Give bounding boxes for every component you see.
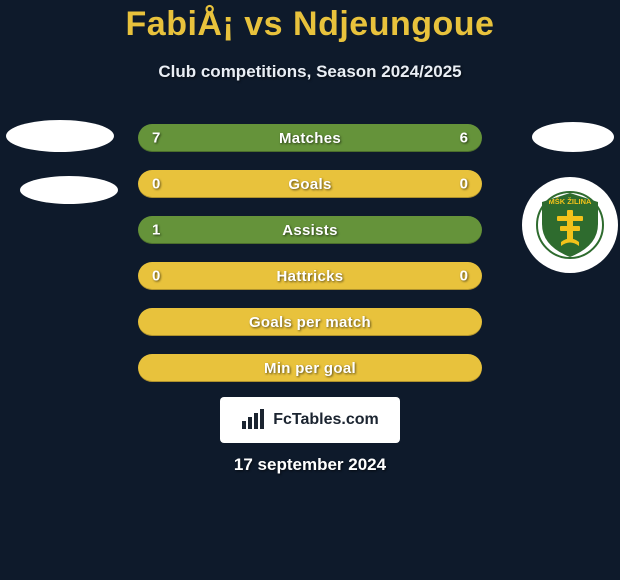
branding-box[interactable]: FcTables.com <box>220 397 400 443</box>
stat-left-matches: 7 <box>152 130 160 147</box>
stat-label-hattricks: Hattricks <box>277 268 344 285</box>
stat-left-hattricks: 0 <box>152 268 160 285</box>
stats-bars: 7 Matches 6 0 Goals 0 1 Assists 0 Hattri… <box>138 124 482 400</box>
stat-label-gpm: Goals per match <box>249 314 371 331</box>
stat-right-matches: 6 <box>460 130 468 147</box>
stat-bar-goals: 0 Goals 0 <box>138 170 482 198</box>
stat-bar-gpm: Goals per match <box>138 308 482 336</box>
player-left-badge-2 <box>20 176 118 204</box>
branding-text: FcTables.com <box>273 411 379 429</box>
stat-label-mpg: Min per goal <box>264 360 356 377</box>
stat-bar-assists: 1 Assists <box>138 216 482 244</box>
club-shield-text: MŠK ŽILINA <box>549 197 592 206</box>
stat-bar-mpg: Min per goal <box>138 354 482 382</box>
stat-label-assists: Assists <box>282 222 337 239</box>
date-text: 17 september 2024 <box>0 455 620 475</box>
stat-bar-matches: 7 Matches 6 <box>138 124 482 152</box>
page-subtitle: Club competitions, Season 2024/2025 <box>0 62 620 82</box>
stat-left-goals: 0 <box>152 176 160 193</box>
stat-label-goals: Goals <box>288 176 331 193</box>
club-logo-zilina: MŠK ŽILINA <box>522 177 618 273</box>
stat-right-hattricks: 0 <box>460 268 468 285</box>
player-left-badge-1 <box>6 120 114 152</box>
stat-right-goals: 0 <box>460 176 468 193</box>
page-title: FabiÅ¡ vs Ndjeungoue <box>0 5 620 44</box>
stat-bar-hattricks: 0 Hattricks 0 <box>138 262 482 290</box>
player-right-badge <box>532 122 614 152</box>
stat-left-assists: 1 <box>152 222 160 239</box>
stat-label-matches: Matches <box>279 130 341 147</box>
branding-icon <box>241 409 267 431</box>
